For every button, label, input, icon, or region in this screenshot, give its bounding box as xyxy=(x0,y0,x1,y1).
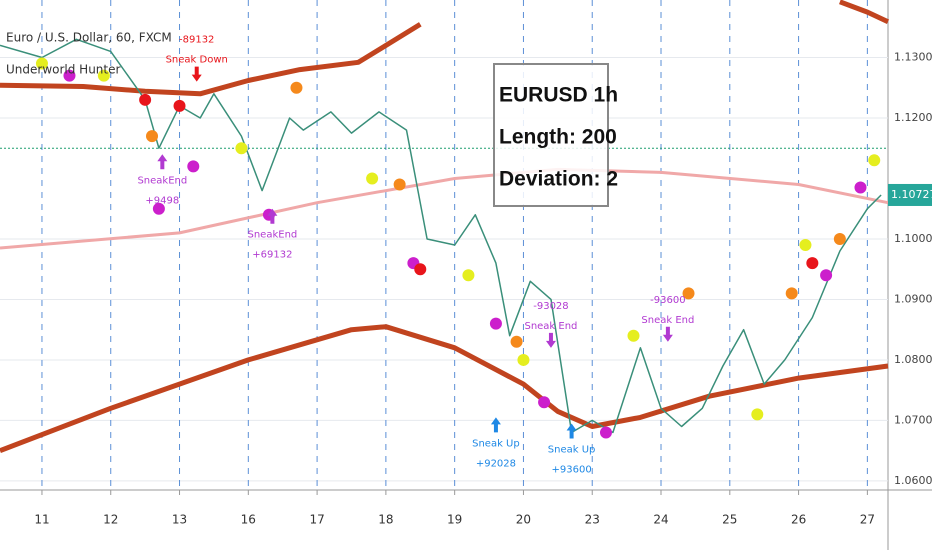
signal-dot xyxy=(235,142,248,155)
signal-dot xyxy=(538,396,551,409)
x-tick-label: 17 xyxy=(309,513,324,527)
signal-value: +92028 xyxy=(476,458,516,469)
x-tick-label: 24 xyxy=(653,513,668,527)
signal-dot xyxy=(785,287,798,300)
signal-arrow xyxy=(191,66,202,82)
x-tick-label: 26 xyxy=(791,513,806,527)
x-tick-label: 13 xyxy=(172,513,187,527)
last-price-box xyxy=(888,183,932,206)
signal-dot xyxy=(868,154,881,167)
series-line xyxy=(0,22,422,97)
signal-dot xyxy=(599,426,612,439)
signal-dot xyxy=(510,335,523,348)
signal-dot xyxy=(97,69,110,82)
signal-value: +93600 xyxy=(551,464,591,475)
x-tick-label: 23 xyxy=(585,513,600,527)
signal-label: Sneak Down xyxy=(166,55,228,66)
signal-dot xyxy=(751,408,764,421)
signal-dot xyxy=(146,130,159,143)
signal-label: SneakEnd xyxy=(248,230,298,241)
info-box-line: EURUSD 1h xyxy=(499,84,618,107)
signal-arrow xyxy=(267,208,278,224)
x-tick-label: 27 xyxy=(860,513,875,527)
signal-dot xyxy=(139,93,152,106)
series-line xyxy=(839,0,890,25)
x-tick-label: 25 xyxy=(722,513,737,527)
series-line xyxy=(0,324,889,454)
info-box-line: Length: 200 xyxy=(499,126,617,149)
signal-value: +9498 xyxy=(145,195,179,206)
info-box-frame xyxy=(493,63,609,207)
signal-value: -93600 xyxy=(650,295,685,306)
signal-dot xyxy=(806,257,819,270)
signal-dot xyxy=(63,69,76,82)
x-tick-label: 11 xyxy=(34,513,49,527)
signal-dot xyxy=(393,178,406,191)
signal-arrow xyxy=(157,154,168,170)
signal-label: Sneak End xyxy=(524,321,577,332)
signal-dot xyxy=(489,317,502,330)
signal-arrow xyxy=(566,423,577,439)
signal-dot xyxy=(517,353,530,366)
signal-label: Sneak Up xyxy=(472,438,520,449)
signal-dot xyxy=(35,57,48,70)
y-tick-label: 1.06000 xyxy=(894,474,932,487)
signal-dot xyxy=(682,287,695,300)
signal-dot xyxy=(627,329,640,342)
y-tick-label: 1.08000 xyxy=(894,353,932,366)
x-tick-label: 12 xyxy=(103,513,118,527)
x-tick-label: 19 xyxy=(447,513,462,527)
signal-value: +69132 xyxy=(252,250,292,261)
signal-value: -89132 xyxy=(179,35,214,46)
signal-dot xyxy=(366,172,379,185)
y-tick-label: 1.07000 xyxy=(894,413,932,426)
signal-dot xyxy=(173,99,186,112)
x-tick-label: 18 xyxy=(378,513,393,527)
signal-label: Sneak End xyxy=(641,315,694,326)
last-price-label: 1.10727 xyxy=(891,188,932,201)
signal-dot xyxy=(187,160,200,173)
info-box-line: Deviation: 2 xyxy=(499,168,618,191)
signal-arrow xyxy=(490,417,501,433)
signal-dot xyxy=(462,269,475,282)
indicator-name: Underworld Hunter xyxy=(6,63,121,77)
series-line xyxy=(0,38,882,434)
x-tick-label: 16 xyxy=(241,513,256,527)
signal-label: SneakEnd xyxy=(137,175,187,186)
x-tick-label: 20 xyxy=(516,513,531,527)
signal-dot xyxy=(799,239,812,251)
signal-dot xyxy=(854,181,867,194)
signal-arrow xyxy=(662,326,673,342)
y-tick-label: 1.12000 xyxy=(894,111,932,124)
signal-dot xyxy=(414,263,427,276)
y-tick-label: 1.10000 xyxy=(894,232,932,245)
info-box: EURUSD 1h Length: 200 Deviation: 2 xyxy=(493,63,618,207)
plot-area: Sneak Down -89132 SneakEnd +9498 SneakEnd +69… xyxy=(0,0,890,490)
y-tick-label: 1.09000 xyxy=(894,292,932,305)
signal-dot xyxy=(290,81,303,94)
signal-dot xyxy=(152,202,165,215)
chart-title: Euro / U.S. Dollar, 60, FXCM xyxy=(6,31,172,45)
signal-dot xyxy=(820,269,833,282)
signal-dot xyxy=(833,232,846,245)
y-tick-label: 1.13000 xyxy=(894,50,932,63)
signal-value: -93028 xyxy=(533,301,568,312)
signal-arrow xyxy=(545,332,556,348)
signal-label: Sneak Up xyxy=(548,444,596,455)
